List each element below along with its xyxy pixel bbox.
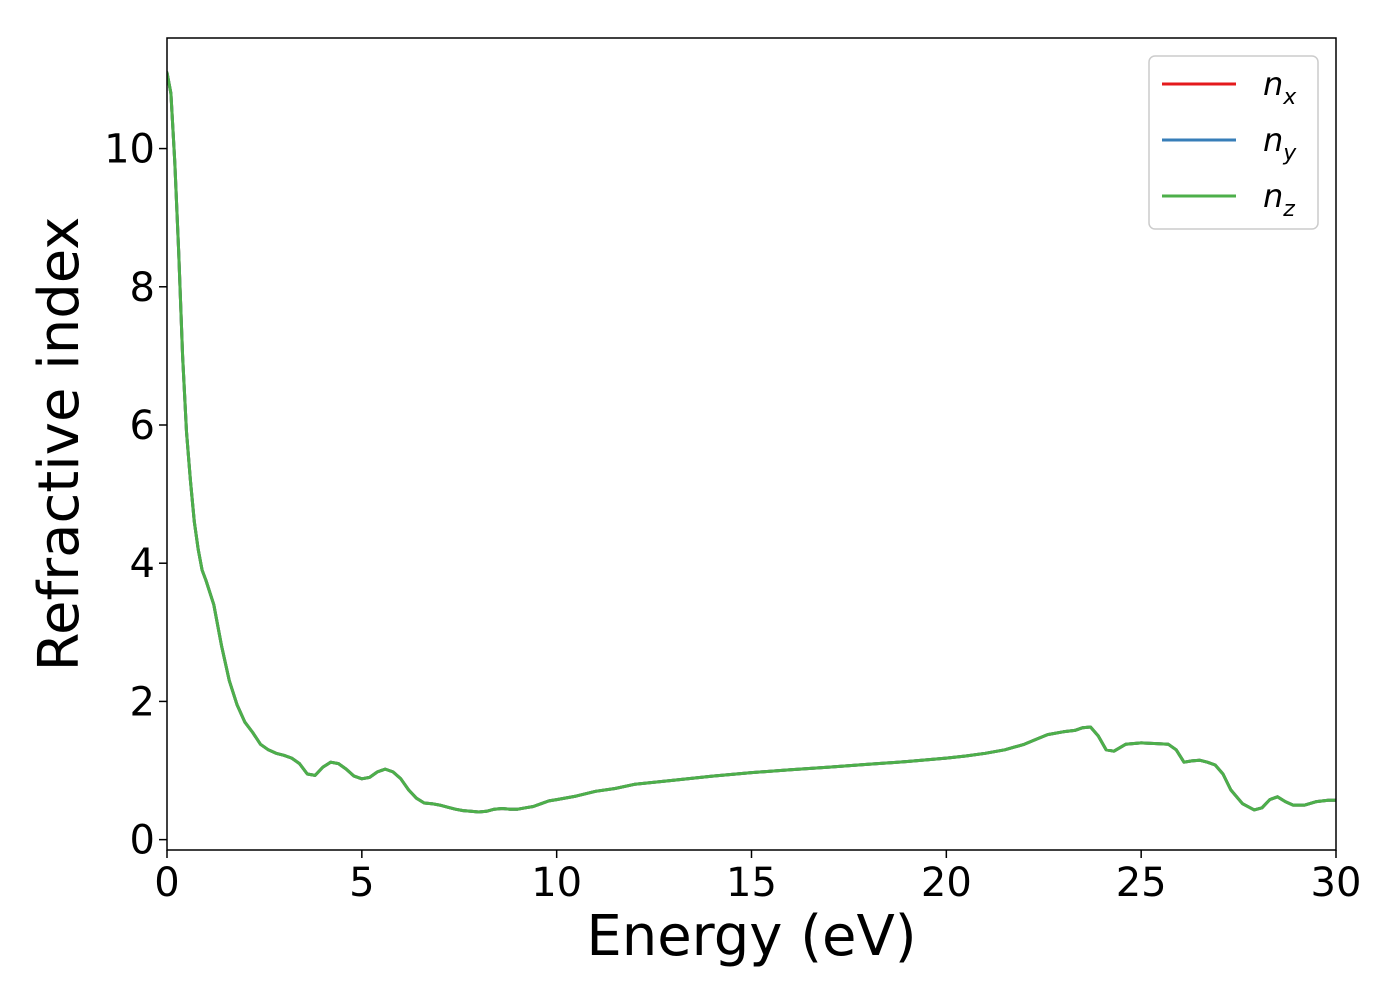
x-tick-label: 20 (921, 860, 972, 906)
x-axis-title: Energy (eV) (586, 904, 916, 969)
y-tick-label: 6 (130, 403, 155, 449)
y-axis: 0 2 4 6 8 10 (104, 127, 167, 864)
x-tick-label: 10 (531, 860, 582, 906)
x-axis: 0 5 10 15 20 25 30 (154, 850, 1361, 906)
series-layer (167, 71, 1336, 814)
x-tick-label: 15 (726, 860, 777, 906)
legend-box (1148, 55, 1319, 230)
x-tick-label: 0 (154, 860, 179, 906)
series-line-nz (167, 71, 1336, 814)
x-tick-label: 25 (1116, 860, 1167, 906)
x-tick-label: 30 (1311, 860, 1362, 906)
legend-label: nz (1263, 177, 1295, 222)
legend: nx ny nz (1148, 55, 1319, 230)
y-tick-label: 10 (104, 127, 155, 173)
x-tick-label: 5 (349, 860, 374, 906)
y-tick-label: 2 (130, 679, 155, 725)
y-axis-title: Refractive index (27, 217, 92, 672)
y-tick-label: 8 (130, 265, 155, 311)
legend-label: nx (1263, 65, 1297, 110)
y-tick-label: 4 (130, 541, 155, 587)
y-tick-label: 0 (130, 818, 155, 864)
legend-label: ny (1263, 121, 1297, 166)
